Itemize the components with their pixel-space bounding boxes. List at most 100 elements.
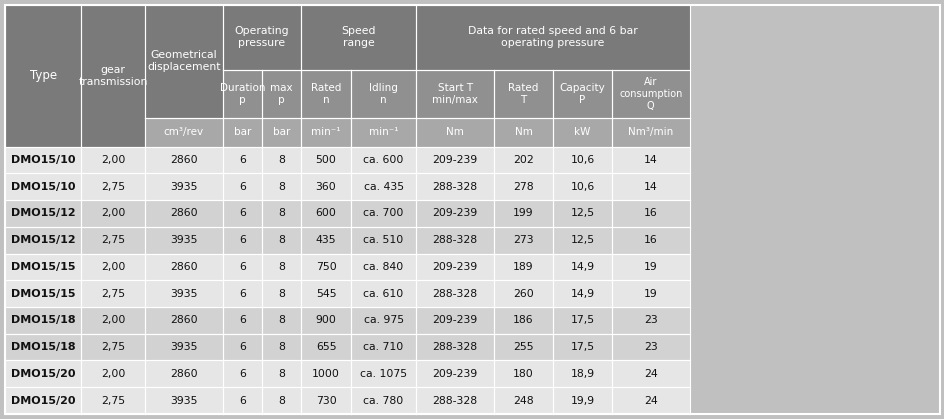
Text: 12,5: 12,5 [570, 235, 594, 245]
Bar [612, 118, 689, 147]
Bar [612, 200, 689, 227]
Bar [301, 360, 350, 387]
Text: 2,75: 2,75 [101, 235, 126, 245]
Bar [612, 280, 689, 307]
Text: 209-239: 209-239 [432, 262, 478, 272]
Text: bar: bar [273, 127, 290, 137]
Bar [416, 387, 494, 414]
Text: 16: 16 [643, 235, 657, 245]
Bar [145, 253, 223, 280]
Text: ca. 840: ca. 840 [363, 262, 403, 272]
Text: 14: 14 [643, 155, 657, 165]
Bar [223, 387, 261, 414]
Text: 209-239: 209-239 [432, 369, 478, 379]
Text: DMO15/15: DMO15/15 [10, 262, 76, 272]
Text: 248: 248 [513, 396, 533, 406]
Text: Nm: Nm [514, 127, 531, 137]
Text: ca. 975: ca. 975 [363, 316, 403, 326]
Text: 2,75: 2,75 [101, 182, 126, 191]
Bar [301, 280, 350, 307]
Text: 360: 360 [315, 182, 336, 191]
Text: max
p: max p [270, 83, 293, 105]
Bar [81, 147, 145, 173]
Text: 17,5: 17,5 [570, 342, 594, 352]
Text: Nm: Nm [446, 127, 464, 137]
Text: 3935: 3935 [170, 396, 197, 406]
Bar [145, 387, 223, 414]
Text: 730: 730 [315, 396, 336, 406]
Bar [612, 70, 689, 118]
Text: 288-328: 288-328 [432, 289, 478, 299]
Text: 10,6: 10,6 [569, 155, 594, 165]
Text: Type: Type [29, 69, 57, 82]
Text: 18,9: 18,9 [570, 369, 594, 379]
Bar [145, 307, 223, 334]
Text: 1000: 1000 [312, 369, 340, 379]
Text: 2860: 2860 [170, 208, 197, 218]
Bar [416, 280, 494, 307]
Text: 278: 278 [513, 182, 533, 191]
Text: 19: 19 [643, 262, 657, 272]
Bar [494, 70, 552, 118]
Bar [552, 307, 612, 334]
Bar [494, 334, 552, 360]
Bar [145, 280, 223, 307]
Text: 6: 6 [239, 396, 245, 406]
Bar [350, 227, 416, 253]
Text: 2860: 2860 [170, 262, 197, 272]
Text: 6: 6 [239, 316, 245, 326]
Text: 500: 500 [315, 155, 336, 165]
Bar [145, 227, 223, 253]
Bar [81, 307, 145, 334]
Bar [301, 173, 350, 200]
Bar [552, 200, 612, 227]
Bar [5, 307, 81, 334]
Text: 2,00: 2,00 [101, 369, 126, 379]
Text: 16: 16 [643, 208, 657, 218]
Bar [552, 173, 612, 200]
Bar [416, 253, 494, 280]
Bar [261, 147, 301, 173]
Text: 600: 600 [315, 208, 336, 218]
Bar [301, 387, 350, 414]
Text: min⁻¹: min⁻¹ [311, 127, 341, 137]
Bar [301, 334, 350, 360]
Text: DMO15/15: DMO15/15 [10, 289, 76, 299]
Bar [350, 70, 416, 118]
Text: 19: 19 [643, 289, 657, 299]
Text: 8: 8 [278, 182, 285, 191]
Bar [416, 5, 689, 70]
Text: gear
transmission: gear transmission [78, 65, 148, 87]
Bar [612, 360, 689, 387]
Text: 2,75: 2,75 [101, 342, 126, 352]
Text: 900: 900 [315, 316, 336, 326]
Bar [81, 280, 145, 307]
Text: 6: 6 [239, 155, 245, 165]
Text: 8: 8 [278, 155, 285, 165]
Text: ca. 610: ca. 610 [363, 289, 403, 299]
Bar [552, 334, 612, 360]
Text: 2,00: 2,00 [101, 208, 126, 218]
Text: 14: 14 [643, 182, 657, 191]
Text: 8: 8 [278, 316, 285, 326]
Text: 189: 189 [513, 262, 533, 272]
Bar [5, 280, 81, 307]
Text: 288-328: 288-328 [432, 396, 478, 406]
Bar [494, 147, 552, 173]
Text: ca. 1075: ca. 1075 [360, 369, 407, 379]
Text: 3935: 3935 [170, 342, 197, 352]
Bar [494, 118, 552, 147]
Bar [494, 307, 552, 334]
Bar [5, 200, 81, 227]
Text: cm³/rev: cm³/rev [163, 127, 204, 137]
Text: ca. 700: ca. 700 [363, 208, 403, 218]
Bar [350, 334, 416, 360]
Text: Speed
range: Speed range [341, 26, 376, 48]
Text: 14,9: 14,9 [570, 289, 594, 299]
Text: 6: 6 [239, 342, 245, 352]
Text: 255: 255 [513, 342, 533, 352]
Bar [81, 173, 145, 200]
Text: 12,5: 12,5 [570, 208, 594, 218]
Bar [5, 147, 81, 173]
Text: 6: 6 [239, 369, 245, 379]
